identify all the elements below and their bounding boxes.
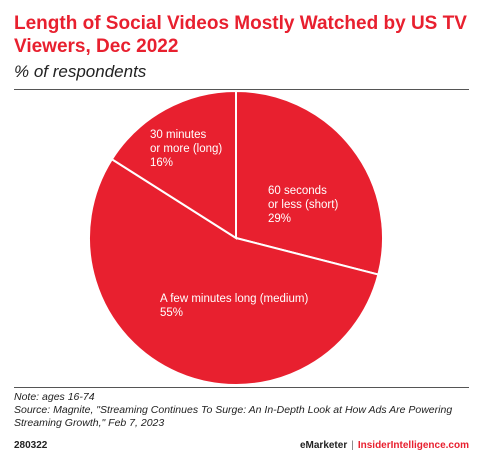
brand-site: InsiderIntelligence.com: [357, 440, 469, 451]
slice-value-label: 16%: [150, 157, 173, 169]
bottom-divider: [14, 387, 469, 388]
pie-slice-2: [88, 157, 380, 386]
slice-category-label: A few minutes long (medium): [160, 293, 308, 305]
slice-label-1: 60 seconds or less (short) 29%: [268, 185, 338, 225]
footer-brand: eMarketer | InsiderIntelligence.com: [300, 440, 469, 451]
chart-note: Note: ages 16-74: [14, 391, 95, 403]
slice-label-2: A few minutes long (medium) 55%: [160, 293, 308, 319]
slice-category-label: or less (short): [268, 199, 338, 211]
chart-source: Source: Magnite, "Streaming Continues To…: [14, 404, 453, 429]
slice-value-label: 55%: [160, 307, 183, 319]
pie-slice-1: [235, 90, 384, 276]
slice-category-label: 30 minutes: [150, 129, 207, 141]
brand-separator: |: [351, 440, 354, 451]
pie-slice-3: [110, 90, 237, 240]
chart-id: 280322: [14, 440, 48, 451]
chart-subtitle: % of respondents: [14, 62, 147, 81]
brand-name: eMarketer: [299, 440, 348, 451]
top-divider: [14, 89, 469, 90]
slice-value-label: 29%: [268, 213, 291, 225]
chart-title: Length of Social Videos Mostly Watched b…: [14, 13, 467, 57]
pie-chart: 60 seconds or less (short) 29% A few minute…: [88, 90, 384, 386]
slice-category-label: or more (long): [150, 143, 222, 155]
slice-category-label: 60 seconds: [268, 185, 327, 197]
slice-label-3: 30 minutes or more (long) 16%: [150, 129, 222, 169]
